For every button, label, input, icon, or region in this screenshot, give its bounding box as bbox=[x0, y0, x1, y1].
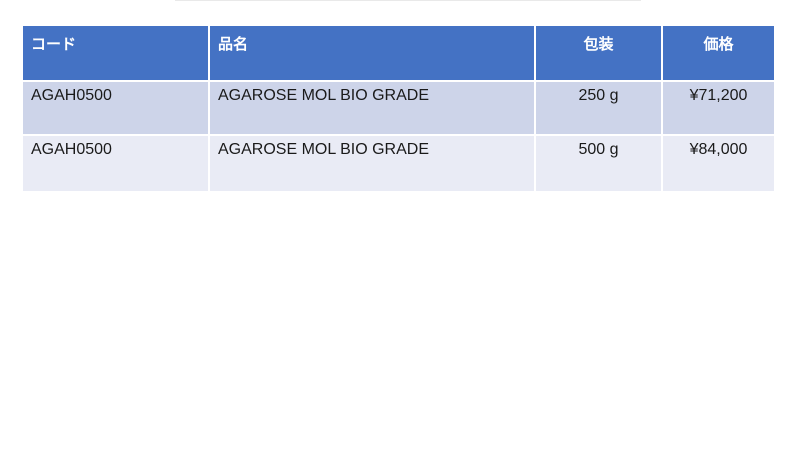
cell-code: AGAH0500 bbox=[21, 80, 210, 136]
cell-product-name: AGAROSE MOL BIO GRADE bbox=[208, 134, 536, 193]
column-header-code: コード bbox=[21, 24, 210, 82]
top-edge-artifact bbox=[175, 0, 641, 1]
cell-packaging: 500 g bbox=[534, 134, 663, 193]
table-row: AGAH0500 AGAROSE MOL BIO GRADE 500 g ¥84… bbox=[21, 134, 776, 193]
column-header-name: 品名 bbox=[208, 24, 536, 82]
table-header-row: コード 品名 包装 価格 bbox=[21, 24, 776, 82]
product-table: コード 品名 包装 価格 AGAH0500 AGAROSE MOL BIO GR… bbox=[21, 24, 776, 193]
cell-product-name: AGAROSE MOL BIO GRADE bbox=[208, 80, 536, 136]
cell-price: ¥71,200 bbox=[661, 80, 776, 136]
column-header-price: 価格 bbox=[661, 24, 776, 82]
cell-code: AGAH0500 bbox=[21, 134, 210, 193]
column-header-packaging: 包装 bbox=[534, 24, 663, 82]
table-row: AGAH0500 AGAROSE MOL BIO GRADE 250 g ¥71… bbox=[21, 80, 776, 136]
cell-price: ¥84,000 bbox=[661, 134, 776, 193]
cell-packaging: 250 g bbox=[534, 80, 663, 136]
